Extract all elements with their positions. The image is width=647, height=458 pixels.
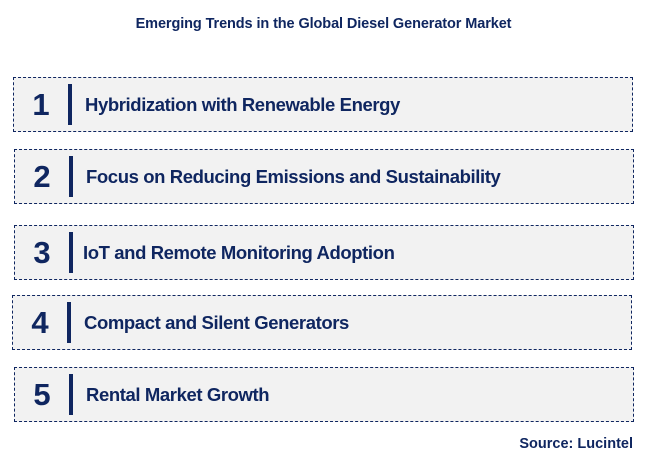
divider-bar [68,84,72,125]
trend-item-2: 2 Focus on Reducing Emissions and Sustai… [14,149,634,204]
diagram-title: Emerging Trends in the Global Diesel Gen… [135,16,512,32]
trend-number: 4 [31,304,49,340]
trend-number: 5 [33,376,51,412]
trend-number: 1 [32,86,50,122]
trend-label: Rental Market Growth [86,383,270,405]
source-credit: Source: Lucintel [519,436,633,452]
trend-label: IoT and Remote Monitoring Adoption [83,241,395,263]
trend-number: 2 [33,158,51,194]
trend-item-1: 1 Hybridization with Renewable Energy [13,77,633,132]
trend-item-3: 3 IoT and Remote Monitoring Adoption [14,225,634,280]
trend-label: Focus on Reducing Emissions and Sustaina… [86,165,501,187]
trend-item-5: 5 Rental Market Growth [14,367,634,422]
divider-bar [69,374,73,415]
trend-label: Compact and Silent Generators [84,311,349,333]
divider-bar [69,232,73,273]
trend-item-4: 4 Compact and Silent Generators [12,295,632,350]
divider-bar [67,302,71,343]
divider-bar [69,156,73,197]
trend-number: 3 [33,234,51,270]
trend-label: Hybridization with Renewable Energy [85,93,400,115]
